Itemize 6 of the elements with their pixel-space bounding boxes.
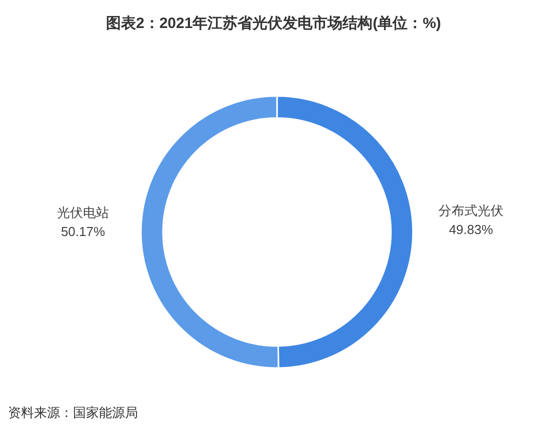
slice-label: 光伏电站 — [57, 205, 110, 220]
text: 资料来源：国家能源局 — [8, 405, 138, 420]
slice-label: 分布式光伏 — [438, 202, 504, 218]
data-label: 50.17% — [60, 224, 106, 240]
chart-title: 图表2：2021年江苏省光伏发电市场结构(单位：%) — [106, 14, 442, 32]
data-label: 49.83% — [448, 222, 494, 237]
